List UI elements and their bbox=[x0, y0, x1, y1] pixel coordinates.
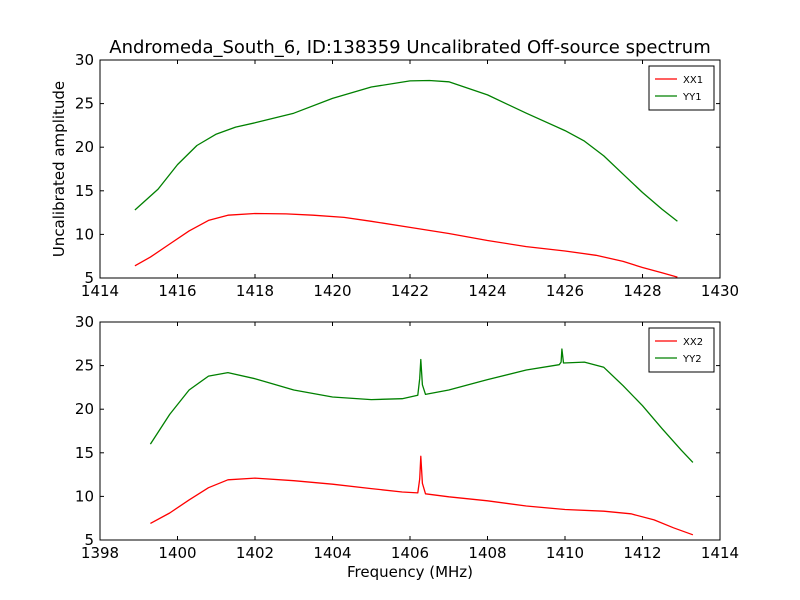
x-tick-label: 1428 bbox=[623, 282, 661, 300]
series-line-xx1 bbox=[134, 212, 678, 278]
ticks-bottom: 1398 1400 1402 1404 1406 1408 1410 1412 1414 5 10 1… bbox=[75, 313, 739, 562]
series-line-yy2 bbox=[149, 348, 694, 463]
x-tick-label: 1404 bbox=[313, 544, 351, 562]
ticks-top: 1414 1416 1418 1420 1422 1424 1426 1428 1430 5 10 1… bbox=[75, 51, 739, 300]
y-tick-label: 30 bbox=[75, 313, 94, 331]
x-tick-label: 1414 bbox=[701, 544, 739, 562]
x-tick-label: 1402 bbox=[236, 544, 274, 562]
y-tick-label: 15 bbox=[75, 444, 94, 462]
y-tick-label: 30 bbox=[75, 51, 94, 69]
subplot-bottom: 1398 1400 1402 1404 1406 1408 1410 1412 1414 5 10 1… bbox=[75, 313, 739, 562]
x-tick-label: 1418 bbox=[236, 282, 274, 300]
x-tick-label: 1420 bbox=[313, 282, 351, 300]
y-tick-label: 5 bbox=[84, 269, 94, 287]
x-tick-label: 1422 bbox=[391, 282, 429, 300]
figure-title: Andromeda_South_6, ID:138359 Uncalibrate… bbox=[109, 37, 711, 58]
y-tick-label: 15 bbox=[75, 182, 94, 200]
x-tick-label: 1412 bbox=[623, 544, 661, 562]
legend-label-yy2: YY2 bbox=[682, 354, 702, 365]
x-axis-label: Frequency (MHz) bbox=[347, 563, 473, 581]
y-tick-label: 10 bbox=[75, 225, 94, 243]
y-tick-label: 25 bbox=[75, 95, 94, 113]
y-tick-label: 5 bbox=[84, 531, 94, 549]
subplot-top: 1414 1416 1418 1420 1422 1424 1426 1428 1430 5 10 1… bbox=[75, 51, 739, 300]
legend-top: XX1 YY1 bbox=[648, 65, 715, 111]
y-tick-label: 25 bbox=[75, 357, 94, 375]
plot-area-top bbox=[134, 79, 678, 278]
legend-box bbox=[648, 327, 715, 373]
y-axis-label: Uncalibrated amplitude bbox=[50, 81, 68, 257]
x-tick-label: 1426 bbox=[546, 282, 584, 300]
x-tick-label: 1406 bbox=[391, 544, 429, 562]
legend-label-yy1: YY1 bbox=[682, 92, 702, 103]
legend-box bbox=[648, 65, 715, 111]
x-tick-label: 1408 bbox=[468, 544, 506, 562]
x-tick-label: 1400 bbox=[158, 544, 196, 562]
legend-bottom: XX2 YY2 bbox=[648, 327, 715, 373]
x-tick-label: 1424 bbox=[468, 282, 506, 300]
x-tick-label: 1416 bbox=[158, 282, 196, 300]
y-tick-label: 20 bbox=[75, 138, 94, 156]
legend-label-xx1: XX1 bbox=[683, 75, 703, 86]
y-tick-label: 20 bbox=[75, 400, 94, 418]
legend-label-xx2: XX2 bbox=[683, 337, 703, 348]
series-line-yy1 bbox=[134, 79, 678, 222]
series-line-xx2 bbox=[150, 455, 694, 536]
x-tick-label: 1398 bbox=[81, 544, 119, 562]
x-tick-label: 1410 bbox=[546, 544, 584, 562]
y-tick-label: 10 bbox=[75, 487, 94, 505]
plot-area-bottom bbox=[149, 348, 694, 536]
x-tick-label: 1430 bbox=[701, 282, 739, 300]
x-tick-label: 1414 bbox=[81, 282, 119, 300]
